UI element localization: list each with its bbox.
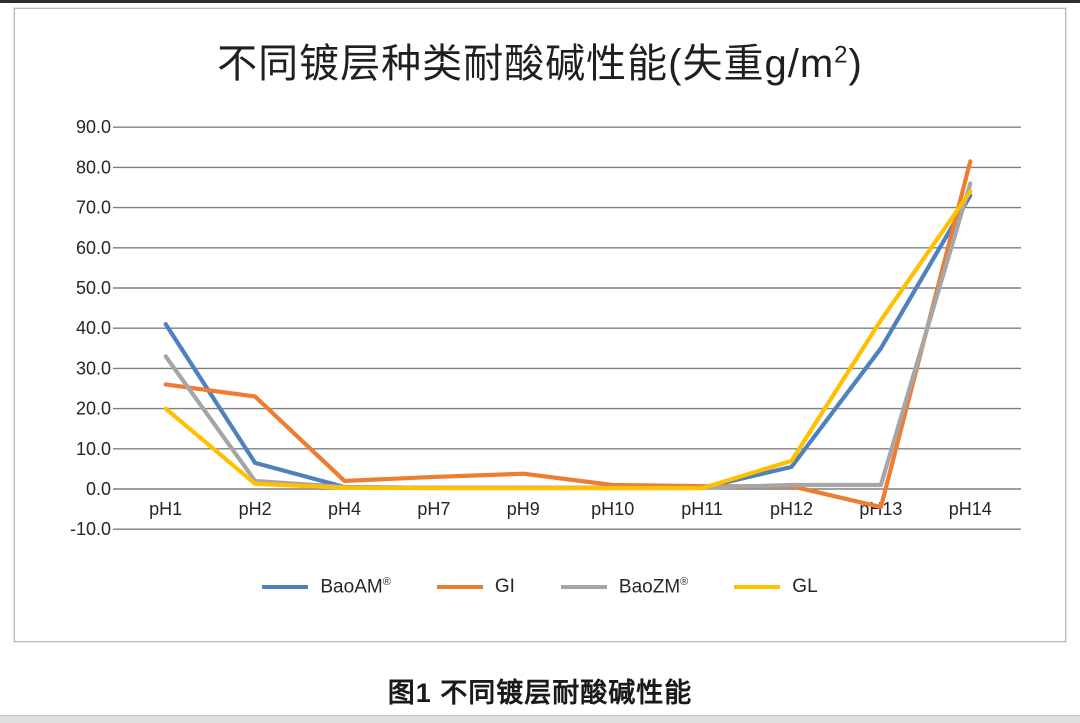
bottom-edge-strip (0, 715, 1080, 723)
y-axis-tick-label: 0.0 (86, 479, 111, 499)
x-axis-tick-label: pH14 (949, 499, 992, 519)
x-axis-tick-label: pH12 (770, 499, 813, 519)
legend-item-gi: GI (436, 576, 515, 598)
legend-swatch (734, 585, 781, 590)
legend-swatch (560, 585, 607, 590)
x-axis-tick-label: pH2 (239, 499, 272, 519)
series-line-gl (163, 189, 973, 491)
chart-legend: BaoAM® GI BaoZM® GL (15, 576, 1065, 598)
top-divider (0, 0, 1080, 3)
legend-label: BaoZM® (618, 576, 689, 598)
legend-swatch (436, 585, 483, 590)
x-axis-tick-label: pH11 (681, 499, 723, 519)
series-line-gi (163, 159, 973, 510)
y-axis-tick-label: 30.0 (76, 358, 111, 378)
legend-item-gl: GL (734, 576, 818, 598)
chart-container: 不同镀层种类耐酸碱性能(失重g/m2) -10.0 0.0 10.0 20.0 30.0… (14, 8, 1066, 642)
x-axis-tick-label: pH10 (591, 499, 634, 519)
line-chart-plot-area: -10.0 0.0 10.0 20.0 30.0 40.0 50.0 60.0 70.0 80.0… (70, 117, 1021, 539)
y-axis-tick-label: 90.0 (76, 117, 111, 137)
series-line-baozm (163, 181, 973, 490)
legend-label: GI (494, 576, 515, 598)
y-axis-tick-label: 80.0 (76, 157, 111, 177)
y-axis-tick-label: 60.0 (76, 238, 111, 258)
x-axis-tick-label: pH1 (149, 499, 182, 519)
chart-title: 不同镀层种类耐酸碱性能(失重g/m2) (217, 41, 863, 86)
y-axis-tick-label: 20.0 (76, 399, 111, 419)
y-axis-tick-label: 40.0 (76, 318, 111, 338)
y-axis-tick-label: -10.0 (70, 519, 111, 539)
x-axis-tick-label: pH9 (507, 499, 540, 519)
legend-label: BaoAM® (320, 576, 391, 598)
legend-label: GL (792, 576, 818, 598)
legend-item-baoam: BaoAM® (262, 576, 391, 598)
x-axis-tick-label: pH7 (417, 499, 450, 519)
x-axis-tick-label: pH4 (328, 499, 361, 519)
series-line-baoam (163, 193, 973, 490)
legend-item-baozm: BaoZM® (560, 576, 689, 598)
figure-caption: 图1 不同镀层耐酸碱性能 (387, 678, 693, 708)
y-axis-tick-label: 70.0 (76, 198, 111, 218)
y-axis-tick-label: 50.0 (76, 278, 111, 298)
y-axis-tick-label: 10.0 (76, 439, 111, 459)
legend-swatch (262, 585, 309, 590)
